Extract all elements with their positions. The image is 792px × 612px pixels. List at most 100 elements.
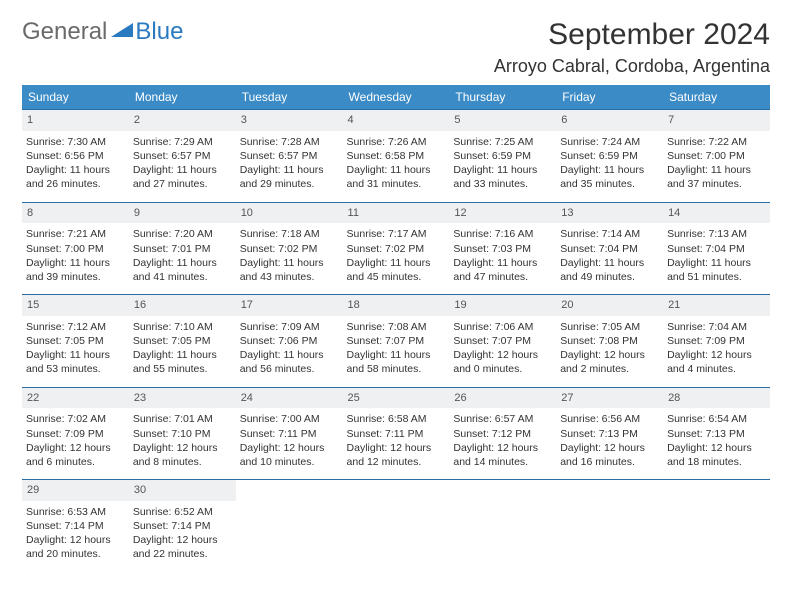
sunset-line: Sunset: 6:56 PM bbox=[26, 149, 125, 163]
daylight-line: Daylight: 11 hours and 49 minutes. bbox=[560, 256, 659, 284]
calendar-day-cell: 24Sunrise: 7:00 AMSunset: 7:11 PMDayligh… bbox=[236, 387, 343, 480]
sunrise-line: Sunrise: 7:29 AM bbox=[133, 135, 232, 149]
calendar-day-cell: 16Sunrise: 7:10 AMSunset: 7:05 PMDayligh… bbox=[129, 295, 236, 388]
sunrise-line: Sunrise: 7:01 AM bbox=[133, 412, 232, 426]
sunset-line: Sunset: 7:07 PM bbox=[347, 334, 446, 348]
sunrise-line: Sunrise: 7:13 AM bbox=[667, 227, 766, 241]
weekday-header: Friday bbox=[556, 85, 663, 110]
sunrise-line: Sunrise: 7:00 AM bbox=[240, 412, 339, 426]
sunset-line: Sunset: 7:14 PM bbox=[133, 519, 232, 533]
logo-text-1: General bbox=[22, 18, 107, 46]
weekday-header-row: SundayMondayTuesdayWednesdayThursdayFrid… bbox=[22, 85, 770, 110]
daylight-line: Daylight: 11 hours and 29 minutes. bbox=[240, 163, 339, 191]
weekday-header: Monday bbox=[129, 85, 236, 110]
daylight-line: Daylight: 11 hours and 39 minutes. bbox=[26, 256, 125, 284]
sunrise-line: Sunrise: 7:16 AM bbox=[453, 227, 552, 241]
day-number: 28 bbox=[663, 388, 770, 409]
title-block: September 2024 Arroyo Cabral, Cordoba, A… bbox=[494, 18, 770, 77]
sunset-line: Sunset: 6:57 PM bbox=[240, 149, 339, 163]
sunset-line: Sunset: 7:04 PM bbox=[667, 242, 766, 256]
daylight-line: Daylight: 11 hours and 51 minutes. bbox=[667, 256, 766, 284]
location: Arroyo Cabral, Cordoba, Argentina bbox=[494, 56, 770, 77]
day-number: 19 bbox=[449, 295, 556, 316]
day-number: 27 bbox=[556, 388, 663, 409]
daylight-line: Daylight: 11 hours and 35 minutes. bbox=[560, 163, 659, 191]
day-number: 10 bbox=[236, 203, 343, 224]
sunset-line: Sunset: 7:08 PM bbox=[560, 334, 659, 348]
daylight-line: Daylight: 12 hours and 2 minutes. bbox=[560, 348, 659, 376]
calendar-day-cell: . bbox=[236, 480, 343, 572]
daylight-line: Daylight: 11 hours and 53 minutes. bbox=[26, 348, 125, 376]
sunrise-line: Sunrise: 6:57 AM bbox=[453, 412, 552, 426]
calendar-day-cell: . bbox=[663, 480, 770, 572]
logo: General Blue bbox=[22, 18, 183, 46]
calendar-day-cell: 2Sunrise: 7:29 AMSunset: 6:57 PMDaylight… bbox=[129, 110, 236, 203]
sunset-line: Sunset: 7:04 PM bbox=[560, 242, 659, 256]
calendar-day-cell: 15Sunrise: 7:12 AMSunset: 7:05 PMDayligh… bbox=[22, 295, 129, 388]
calendar: SundayMondayTuesdayWednesdayThursdayFrid… bbox=[22, 85, 770, 572]
daylight-line: Daylight: 12 hours and 10 minutes. bbox=[240, 441, 339, 469]
calendar-day-cell: 14Sunrise: 7:13 AMSunset: 7:04 PMDayligh… bbox=[663, 202, 770, 295]
logo-text-2: Blue bbox=[135, 18, 183, 46]
sunrise-line: Sunrise: 7:10 AM bbox=[133, 320, 232, 334]
calendar-day-cell: 7Sunrise: 7:22 AMSunset: 7:00 PMDaylight… bbox=[663, 110, 770, 203]
daylight-line: Daylight: 11 hours and 43 minutes. bbox=[240, 256, 339, 284]
daylight-line: Daylight: 11 hours and 26 minutes. bbox=[26, 163, 125, 191]
sunset-line: Sunset: 7:00 PM bbox=[26, 242, 125, 256]
day-number: 5 bbox=[449, 110, 556, 131]
calendar-day-cell: . bbox=[556, 480, 663, 572]
sunrise-line: Sunrise: 7:08 AM bbox=[347, 320, 446, 334]
daylight-line: Daylight: 12 hours and 8 minutes. bbox=[133, 441, 232, 469]
weekday-header: Saturday bbox=[663, 85, 770, 110]
day-number: 25 bbox=[343, 388, 450, 409]
calendar-day-cell: 8Sunrise: 7:21 AMSunset: 7:00 PMDaylight… bbox=[22, 202, 129, 295]
sunrise-line: Sunrise: 7:12 AM bbox=[26, 320, 125, 334]
sunrise-line: Sunrise: 7:17 AM bbox=[347, 227, 446, 241]
daylight-line: Daylight: 11 hours and 31 minutes. bbox=[347, 163, 446, 191]
calendar-day-cell: 19Sunrise: 7:06 AMSunset: 7:07 PMDayligh… bbox=[449, 295, 556, 388]
day-number: 24 bbox=[236, 388, 343, 409]
daylight-line: Daylight: 11 hours and 27 minutes. bbox=[133, 163, 232, 191]
sunrise-line: Sunrise: 7:14 AM bbox=[560, 227, 659, 241]
sunset-line: Sunset: 7:11 PM bbox=[347, 427, 446, 441]
calendar-day-cell: 9Sunrise: 7:20 AMSunset: 7:01 PMDaylight… bbox=[129, 202, 236, 295]
daylight-line: Daylight: 11 hours and 45 minutes. bbox=[347, 256, 446, 284]
daylight-line: Daylight: 11 hours and 47 minutes. bbox=[453, 256, 552, 284]
daylight-line: Daylight: 12 hours and 6 minutes. bbox=[26, 441, 125, 469]
sunset-line: Sunset: 7:10 PM bbox=[133, 427, 232, 441]
daylight-line: Daylight: 12 hours and 20 minutes. bbox=[26, 533, 125, 561]
sunset-line: Sunset: 7:13 PM bbox=[560, 427, 659, 441]
calendar-day-cell: . bbox=[343, 480, 450, 572]
day-number: 16 bbox=[129, 295, 236, 316]
sunset-line: Sunset: 7:12 PM bbox=[453, 427, 552, 441]
sunrise-line: Sunrise: 7:24 AM bbox=[560, 135, 659, 149]
daylight-line: Daylight: 12 hours and 18 minutes. bbox=[667, 441, 766, 469]
sunset-line: Sunset: 7:13 PM bbox=[667, 427, 766, 441]
calendar-day-cell: 17Sunrise: 7:09 AMSunset: 7:06 PMDayligh… bbox=[236, 295, 343, 388]
calendar-body: 1Sunrise: 7:30 AMSunset: 6:56 PMDaylight… bbox=[22, 110, 770, 572]
sunrise-line: Sunrise: 7:20 AM bbox=[133, 227, 232, 241]
daylight-line: Daylight: 12 hours and 22 minutes. bbox=[133, 533, 232, 561]
sunrise-line: Sunrise: 6:54 AM bbox=[667, 412, 766, 426]
sunrise-line: Sunrise: 6:56 AM bbox=[560, 412, 659, 426]
sunrise-line: Sunrise: 6:53 AM bbox=[26, 505, 125, 519]
calendar-day-cell: . bbox=[449, 480, 556, 572]
sunset-line: Sunset: 7:05 PM bbox=[26, 334, 125, 348]
daylight-line: Daylight: 11 hours and 55 minutes. bbox=[133, 348, 232, 376]
day-number: 23 bbox=[129, 388, 236, 409]
weekday-header: Wednesday bbox=[343, 85, 450, 110]
calendar-day-cell: 18Sunrise: 7:08 AMSunset: 7:07 PMDayligh… bbox=[343, 295, 450, 388]
daylight-line: Daylight: 11 hours and 33 minutes. bbox=[453, 163, 552, 191]
day-number: 8 bbox=[22, 203, 129, 224]
day-number: 1 bbox=[22, 110, 129, 131]
sunset-line: Sunset: 7:09 PM bbox=[26, 427, 125, 441]
logo-triangle-icon bbox=[111, 23, 133, 39]
sunrise-line: Sunrise: 7:18 AM bbox=[240, 227, 339, 241]
sunset-line: Sunset: 7:14 PM bbox=[26, 519, 125, 533]
day-number: 11 bbox=[343, 203, 450, 224]
page-title: September 2024 bbox=[494, 18, 770, 52]
daylight-line: Daylight: 11 hours and 41 minutes. bbox=[133, 256, 232, 284]
calendar-week-row: 29Sunrise: 6:53 AMSunset: 7:14 PMDayligh… bbox=[22, 480, 770, 572]
day-number: 20 bbox=[556, 295, 663, 316]
header: General Blue September 2024 Arroyo Cabra… bbox=[22, 18, 770, 77]
